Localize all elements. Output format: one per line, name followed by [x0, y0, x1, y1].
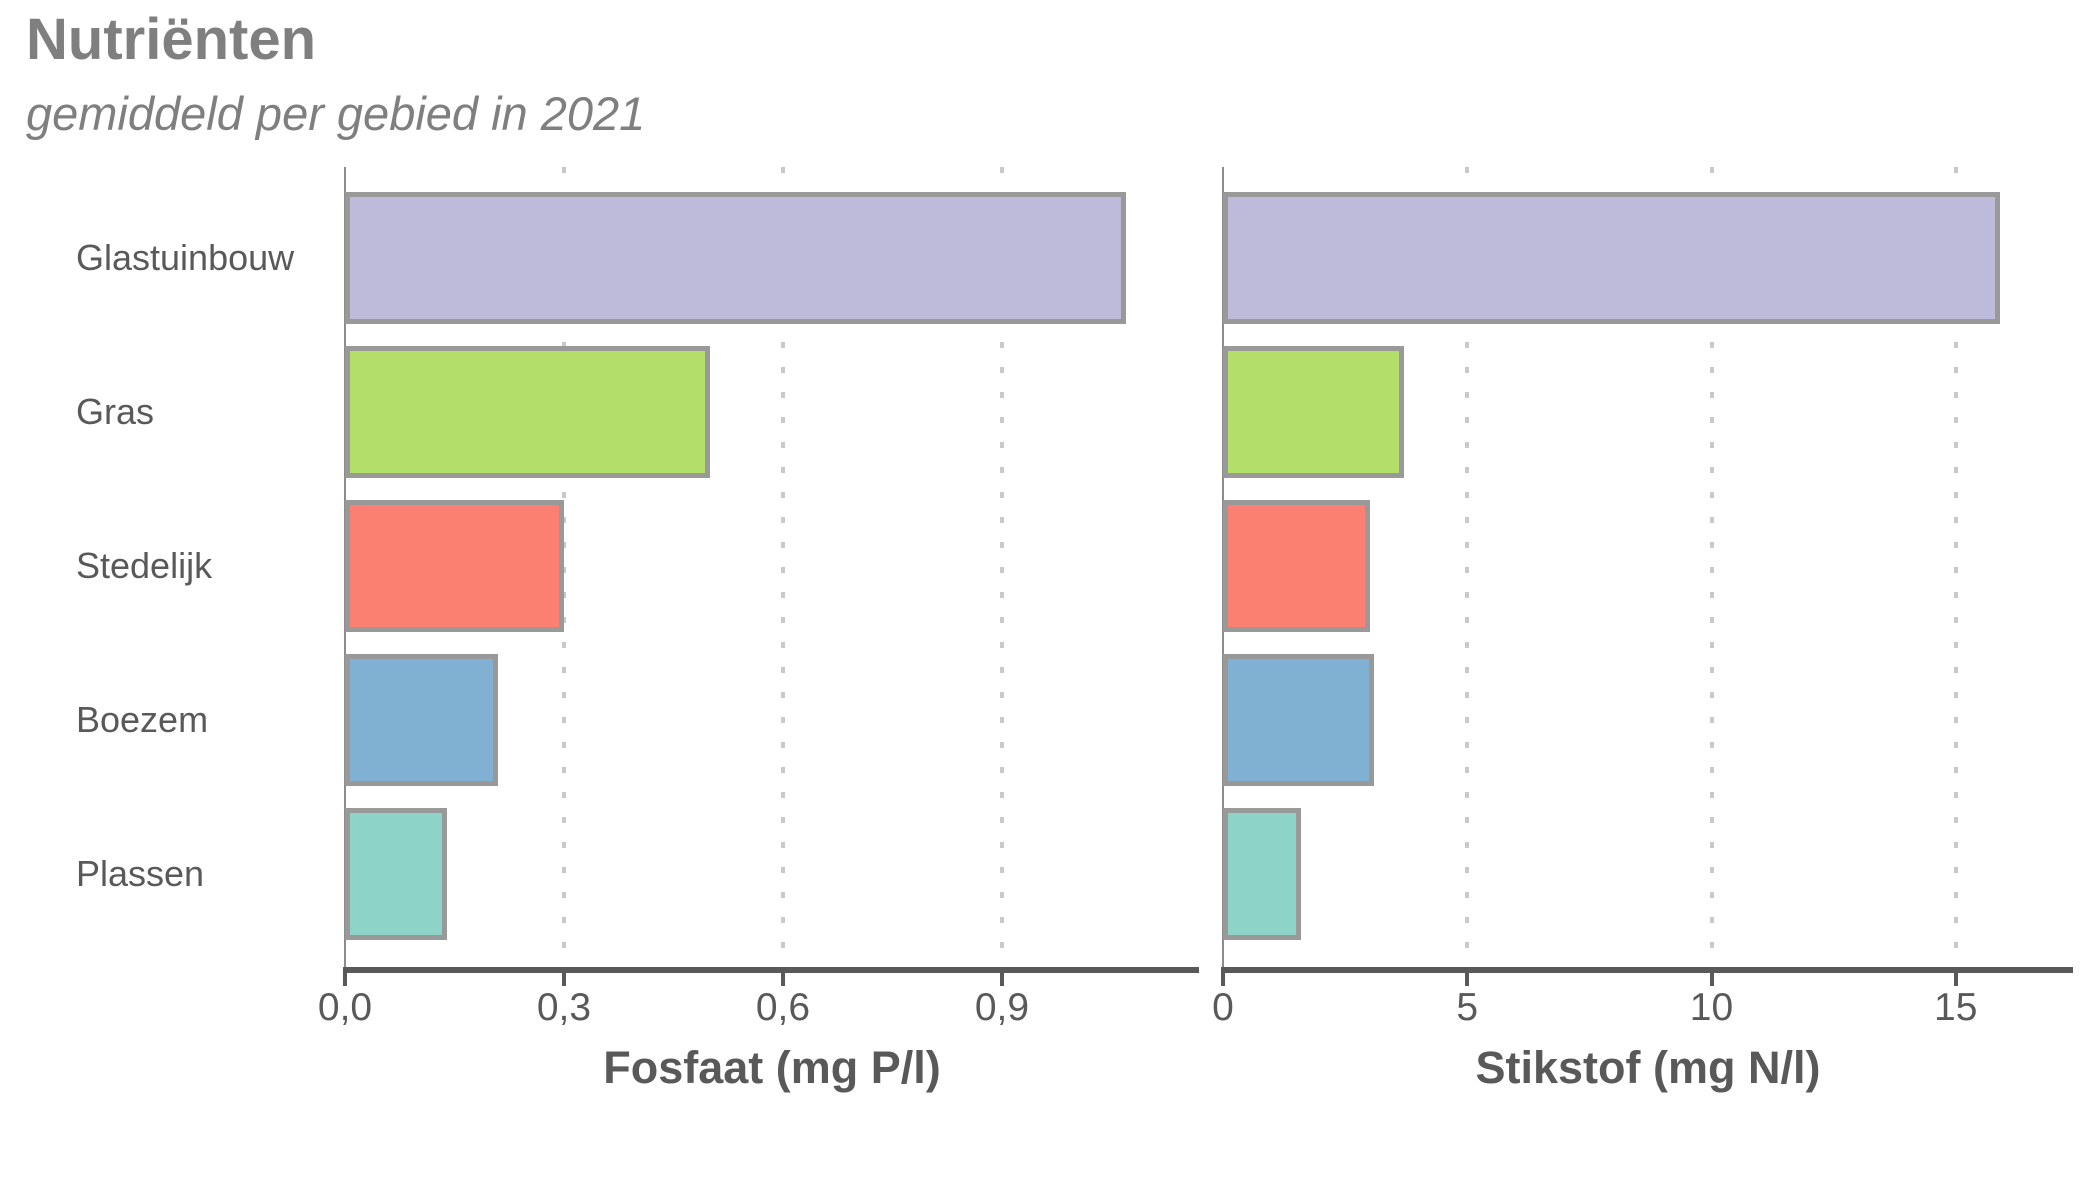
x-tick-label-stikstof-1: 5 [1456, 986, 1479, 1029]
bar-stikstof-boezem [1223, 654, 1375, 786]
x-tick-label-fosfaat-3: 0,9 [974, 986, 1030, 1029]
x-tick-label-stikstof-2: 10 [1689, 986, 1734, 1029]
x-axis-line-fosfaat [343, 967, 1199, 973]
bar-fosfaat-stedelijk [345, 500, 564, 632]
category-label-plassen: Plassen [76, 853, 205, 894]
category-label-boezem: Boezem [76, 699, 209, 740]
bar-fosfaat-gras [345, 346, 710, 478]
x-tick-stikstof-0 [1221, 973, 1225, 986]
x-tick-fosfaat-3 [999, 973, 1004, 986]
x-tick-fosfaat-0 [343, 973, 347, 986]
gridline-stikstof-15 [1953, 167, 1958, 967]
gridline-fosfaat-0.9 [999, 167, 1004, 967]
x-axis-title-fosfaat: Fosfaat (mg P/l) [603, 1042, 941, 1093]
x-axis-title-stikstof: Stikstof (mg N/l) [1475, 1042, 1821, 1093]
x-tick-label-fosfaat-1: 0,3 [536, 986, 592, 1029]
gridline-fosfaat-0.3 [561, 167, 566, 967]
chart-title: Nutriënten [26, 7, 316, 72]
x-tick-fosfaat-1 [561, 973, 566, 986]
category-label-gras: Gras [76, 391, 155, 432]
x-tick-label-fosfaat-0: 0,0 [317, 986, 373, 1029]
bar-fosfaat-boezem [345, 654, 499, 786]
bar-stikstof-plassen [1223, 808, 1302, 940]
bar-fosfaat-glastuinbouw [345, 192, 1126, 324]
gridline-stikstof-5 [1465, 167, 1470, 967]
chart-subtitle: gemiddeld per gebied in 2021 [26, 87, 646, 140]
x-tick-label-stikstof-3: 15 [1934, 986, 1978, 1029]
bar-stikstof-glastuinbouw [1223, 192, 2000, 324]
x-tick-stikstof-2 [1709, 973, 1714, 986]
x-tick-label-fosfaat-2: 0,6 [755, 986, 811, 1029]
x-axis-line-stikstof [1221, 967, 2073, 973]
category-label-stedelijk: Stedelijk [76, 545, 213, 586]
x-tick-fosfaat-2 [780, 973, 785, 986]
x-tick-stikstof-3 [1953, 973, 1958, 986]
gridline-fosfaat-0.6 [780, 167, 785, 967]
category-label-glastuinbouw: Glastuinbouw [76, 237, 295, 278]
bar-stikstof-gras [1223, 346, 1404, 478]
gridline-stikstof-10 [1709, 167, 1714, 967]
bar-fosfaat-plassen [345, 808, 448, 940]
bar-stikstof-stedelijk [1223, 500, 1370, 632]
x-tick-label-stikstof-0: 0 [1212, 986, 1234, 1029]
x-tick-stikstof-1 [1465, 973, 1470, 986]
